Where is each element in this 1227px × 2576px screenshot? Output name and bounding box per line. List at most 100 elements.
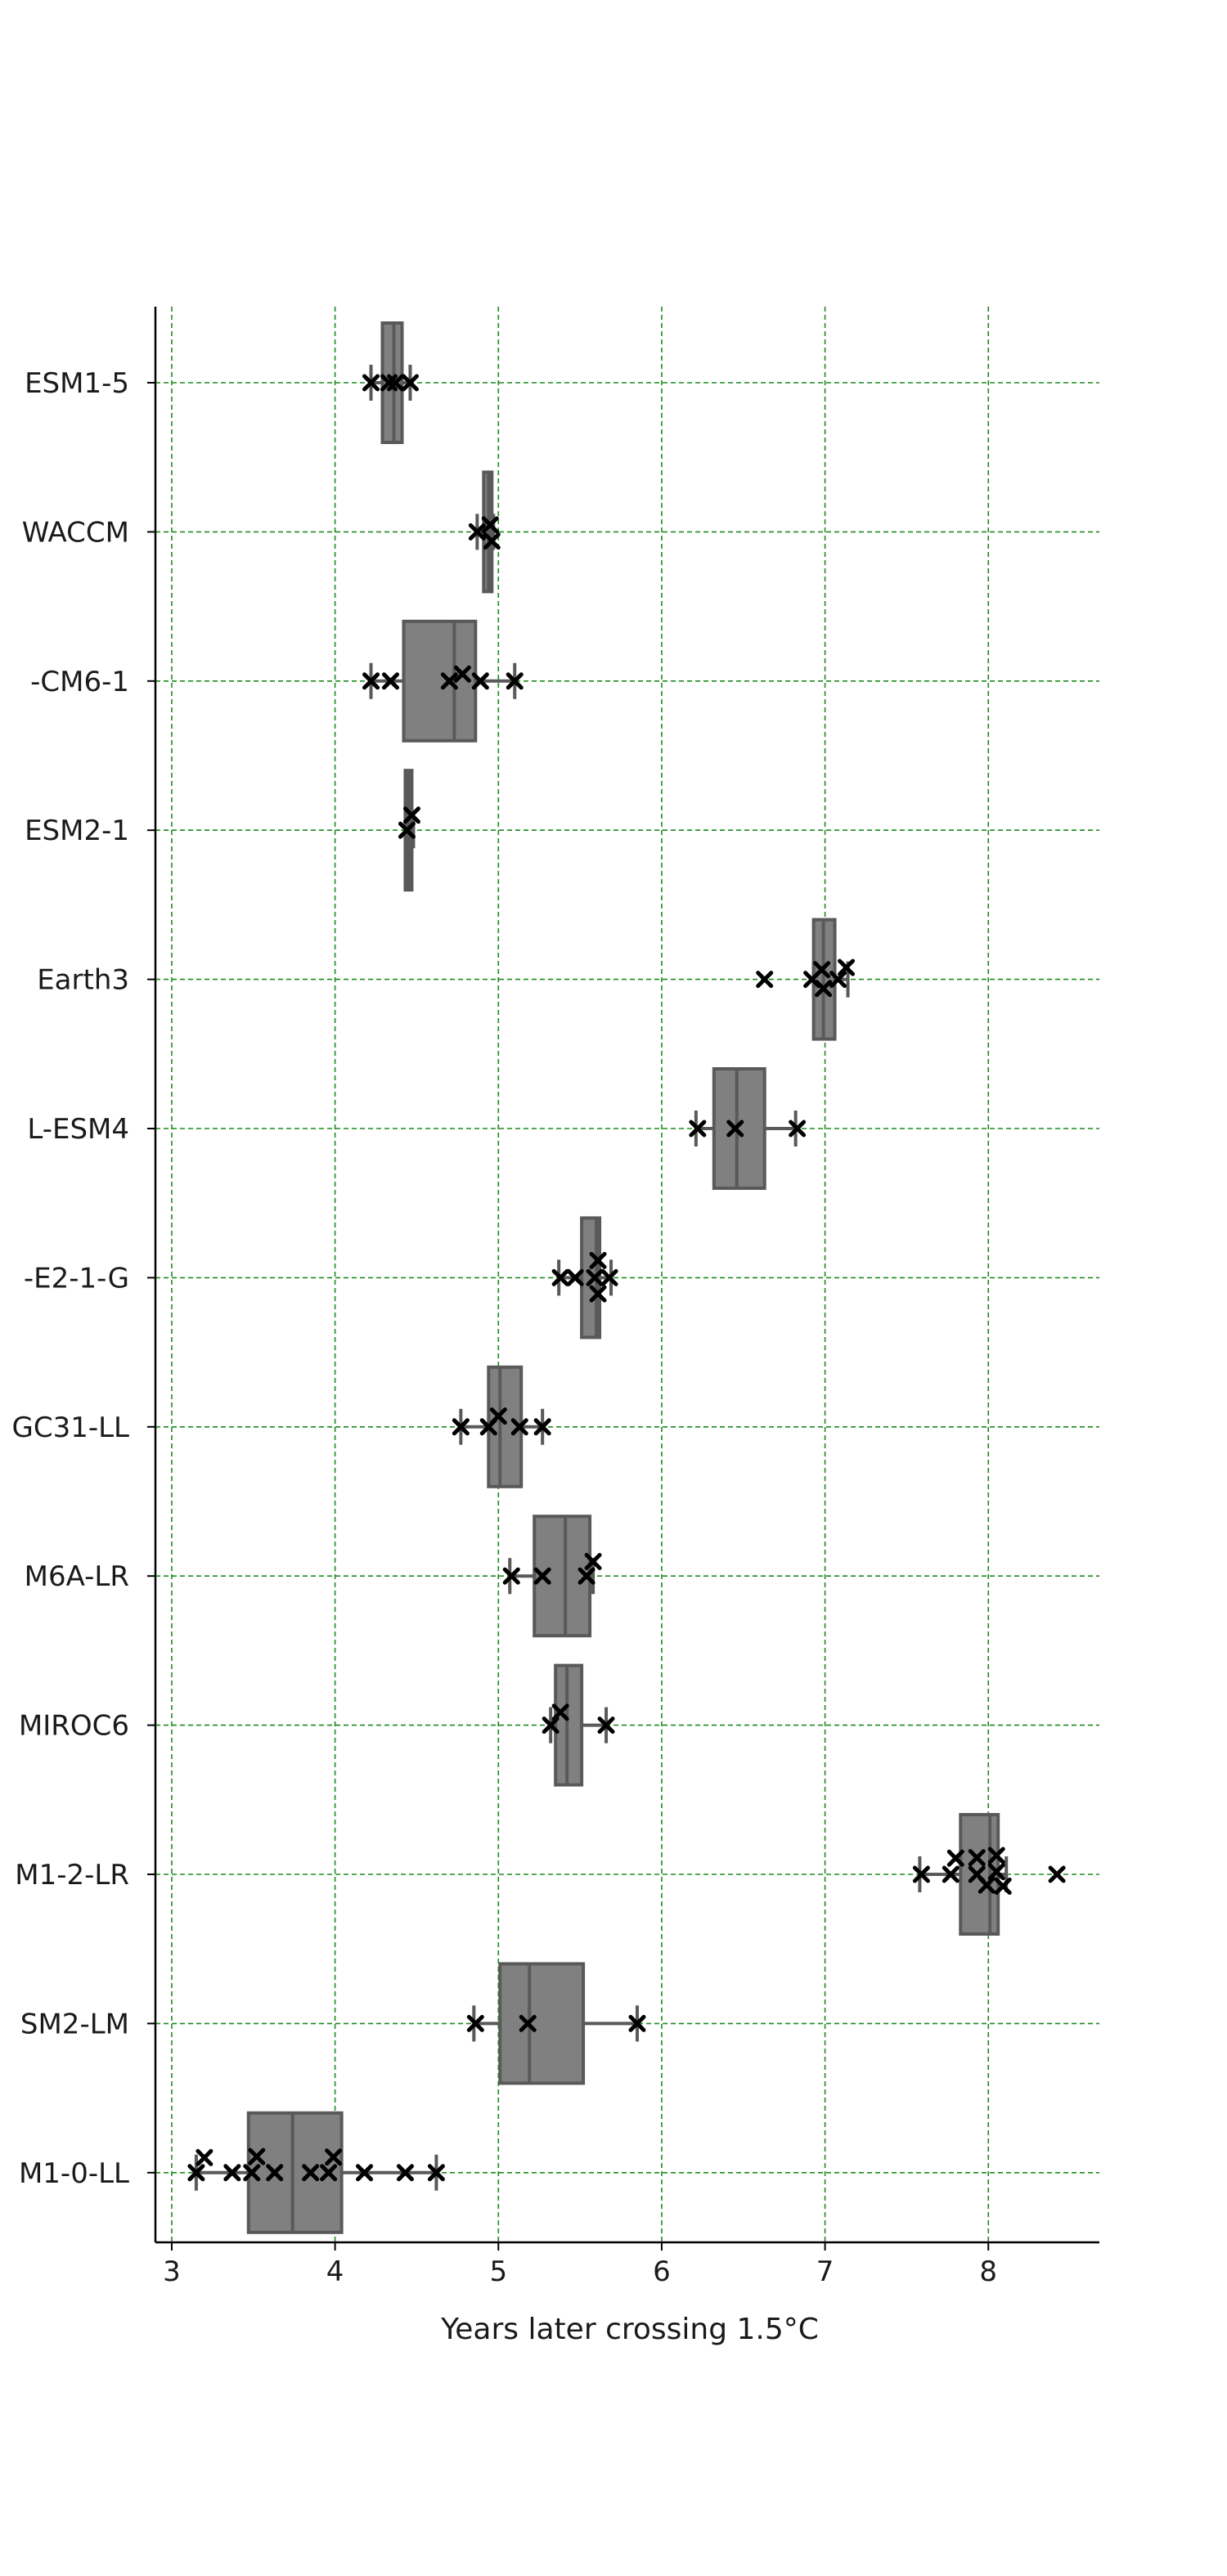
data-point-marker [187,2164,205,2182]
x-axis-title: Years later crossing 1.5°C [440,2313,819,2346]
data-point-marker [398,821,416,839]
y-category-label: ESM2-1 [25,815,129,847]
marker-stroke [187,2164,205,2182]
data-point-marker [542,1717,560,1735]
marker-stroke [994,1877,1012,1895]
data-point-marker [628,2014,646,2032]
marker-stroke [789,1120,807,1138]
marker-stroke [196,2148,213,2166]
marker-stroke [551,1703,569,1721]
marker-stroke [466,2014,484,2032]
data-point-marker [362,672,380,690]
marker-stroke [578,1567,596,1585]
marker-stroke [726,1120,744,1138]
marker-stroke [533,1567,551,1585]
marker-stroke [589,1285,607,1303]
data-point-marker [440,672,458,690]
data-point-marker [401,374,419,392]
y-category-label: WACCM [22,516,129,549]
marker-stroke [243,2164,261,2182]
marker-stroke [481,516,499,534]
marker-stroke [468,523,486,541]
marker-stroke [320,2164,338,2182]
y-category-label: M1-0-LL [19,2157,129,2190]
marker-stroke [382,672,400,690]
marker-stroke [325,2148,343,2166]
y-category-label: M1-2-LR [15,1859,129,1892]
data-point-marker [789,1120,807,1138]
data-point-marker [942,1865,960,1883]
data-point-marker [471,672,489,690]
data-point-marker [946,1849,964,1867]
axis-layer [147,307,1099,2251]
marker-stroke [356,2164,374,2182]
data-point-marker [533,1418,551,1436]
data-point-marker [196,2148,213,2166]
data-point-marker [452,1418,470,1436]
data-point-marker [266,2164,284,2182]
data-point-marker [994,1877,1012,1895]
marker-stroke [510,1418,528,1436]
data-point-marker [466,2014,484,2032]
data-point-marker [386,374,404,392]
marker-stroke [506,672,524,690]
marker-stroke [566,1268,584,1286]
data-point-marker [483,532,501,550]
data-point-marker [829,971,847,989]
x-tick-label: 8 [979,2255,997,2288]
marker-stroke [440,672,458,690]
marker-stroke [946,1849,964,1867]
data-point-marker [481,516,499,534]
marker-stroke [479,1418,497,1436]
y-category-label: Earth3 [37,964,129,997]
data-point-marker [584,1552,602,1570]
data-point-marker [396,2164,414,2182]
y-category-label: -E2-1-G [24,1262,129,1295]
marker-stroke [248,2147,266,2165]
data-point-marker [726,1120,744,1138]
y-category-label: ESM1-5 [25,367,129,400]
data-point-marker [566,1268,584,1286]
data-point-marker [468,523,486,541]
x-tick-label: 3 [163,2255,181,2288]
data-point-marker [912,1865,930,1883]
data-point-marker [578,1567,596,1585]
data-point-marker [689,1120,707,1138]
marker-stroke [803,971,821,989]
marker-stroke [362,374,380,392]
data-point-marker [589,1251,607,1269]
marker-stroke [471,672,489,690]
marker-stroke [978,1876,996,1894]
data-point-marker [586,1268,604,1286]
marker-stroke [401,374,419,392]
box [498,1962,586,2085]
data-point-marker [502,1567,520,1585]
data-point-marker [453,665,471,683]
grid-layer [155,307,1099,2242]
data-point-marker [325,2148,343,2166]
marker-stroke [838,958,856,976]
marker-stroke [815,980,833,998]
data-point-marker [510,1418,528,1436]
data-point-marker [356,2164,374,2182]
y-category-label: MIROC6 [19,1710,129,1743]
x-tick-label: 6 [653,2255,671,2288]
x-tick-label: 5 [489,2255,507,2288]
marker-stroke [386,374,404,392]
label-layer: 3 4 5 6 7 8 ESM1-5 WACCM -CM6-1 ESM2-1 Earth3 L-ESM… [11,367,997,2288]
box [402,619,478,743]
marker-stroke [968,1865,986,1883]
data-point-marker [320,2164,338,2182]
data-point-marker [987,1847,1005,1865]
marker-stroke [402,806,420,824]
data-point-marker [243,2164,261,2182]
marker-stroke [589,1251,607,1269]
marker-stroke [452,1418,470,1436]
marker-stroke [362,672,380,690]
data-point-marker [987,1863,1005,1881]
marker-stroke [829,971,847,989]
marker-stroke [427,2164,445,2182]
data-point-marker [302,2164,320,2182]
marker-stroke [912,1865,930,1883]
